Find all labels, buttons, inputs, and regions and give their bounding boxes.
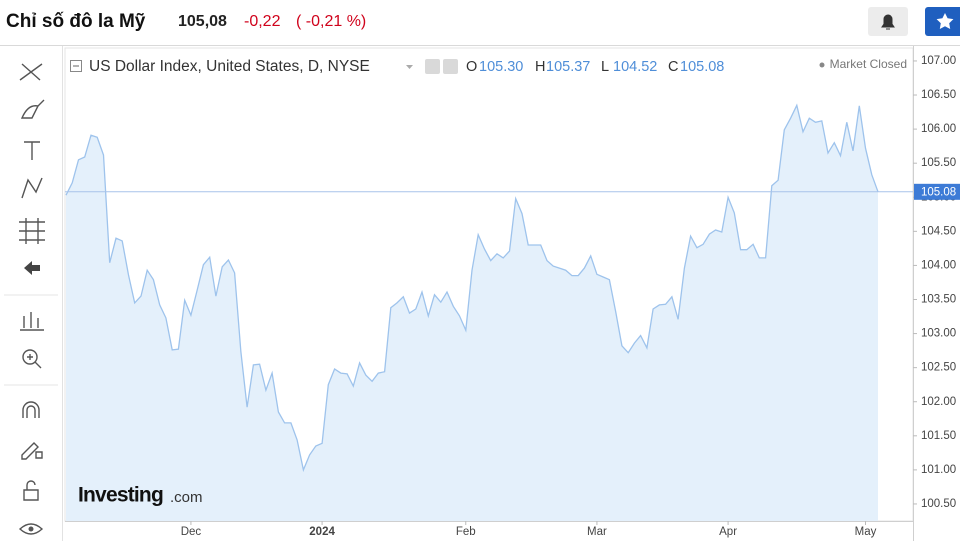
header: [0, 0, 960, 45]
magnet-tool[interactable]: [22, 401, 40, 418]
lock-tool[interactable]: [23, 480, 39, 501]
trend-tool[interactable]: [19, 63, 43, 81]
change-pct: ( -0,21 %): [296, 13, 366, 30]
y-tick-label: 106.00: [921, 123, 956, 135]
y-tick-label: 102.50: [921, 362, 956, 374]
market-status: Market Closed: [830, 57, 907, 71]
last-price-tag: [914, 183, 960, 200]
y-tick-label: 103.00: [921, 328, 956, 340]
text-tool[interactable]: [24, 141, 40, 160]
settings-icon[interactable]: [443, 59, 458, 74]
y-tick-label: 101.00: [921, 464, 956, 476]
eye-tool[interactable]: [18, 523, 44, 535]
status-dot: [819, 62, 825, 68]
ohlc-value: 105.30: [479, 59, 523, 75]
pattern-tool[interactable]: [21, 177, 43, 199]
y-tick-label: 107.00: [921, 55, 956, 67]
x-tick-label: Dec: [181, 526, 202, 538]
y-tick-label: 104.00: [921, 259, 956, 271]
y-tick-label: 100.50: [921, 498, 956, 510]
fib-tool[interactable]: [19, 218, 45, 244]
bell-icon: [881, 14, 895, 30]
star-icon: [936, 13, 954, 29]
eye-pupil: [28, 526, 34, 532]
x-tick-label: 2024: [309, 526, 335, 538]
settings-icon[interactable]: [425, 59, 440, 74]
change: -0,22: [244, 13, 281, 30]
y-tick-label: 103.50: [921, 294, 956, 306]
toolbar: [4, 63, 58, 535]
lock-drawing-tool[interactable]: [21, 442, 43, 460]
ohlc-value: 105.08: [680, 59, 724, 75]
area-fill: [66, 105, 878, 522]
price: 105,08: [178, 13, 227, 30]
ohlc-key: C: [668, 59, 678, 75]
y-tick-label: 105.50: [921, 157, 956, 169]
x-tick-label: Apr: [719, 526, 737, 538]
logo: Investing: [78, 484, 163, 507]
title: Chỉ số đô la Mỹ: [6, 11, 146, 32]
x-tick-label: Mar: [587, 526, 607, 538]
y-tick-label: 102.00: [921, 396, 956, 408]
back-tool[interactable]: [24, 261, 40, 275]
zoom-tool[interactable]: [22, 349, 38, 365]
zoom-plus: [27, 354, 42, 369]
dropdown-caret[interactable]: [406, 65, 413, 69]
x-tick-label: Feb: [456, 526, 476, 538]
y-tick-label: 104.50: [921, 225, 956, 237]
ohlc-legend: O 105.30 H 105.37 L 104.52 C 105.08: [466, 59, 724, 75]
brush-tool[interactable]: [20, 99, 45, 119]
ohlc-key: H: [535, 59, 545, 75]
logo-suffix: .com: [170, 489, 203, 506]
plot: [65, 103, 913, 522]
last-price-label: 105.08: [921, 186, 956, 198]
x-tick-label: May: [855, 526, 877, 538]
price-line: [65, 103, 879, 473]
ohlc-value: 104.52: [613, 59, 657, 75]
ohlc-key: L: [601, 59, 609, 75]
indicator-tool[interactable]: [20, 312, 44, 331]
ohlc-key: O: [466, 59, 477, 75]
y-tick-label: 106.50: [921, 89, 956, 101]
series-title: US Dollar Index, United States, D, NYSE: [89, 58, 370, 75]
y-tick-label: 101.50: [921, 430, 956, 442]
ohlc-value: 105.37: [546, 59, 590, 75]
